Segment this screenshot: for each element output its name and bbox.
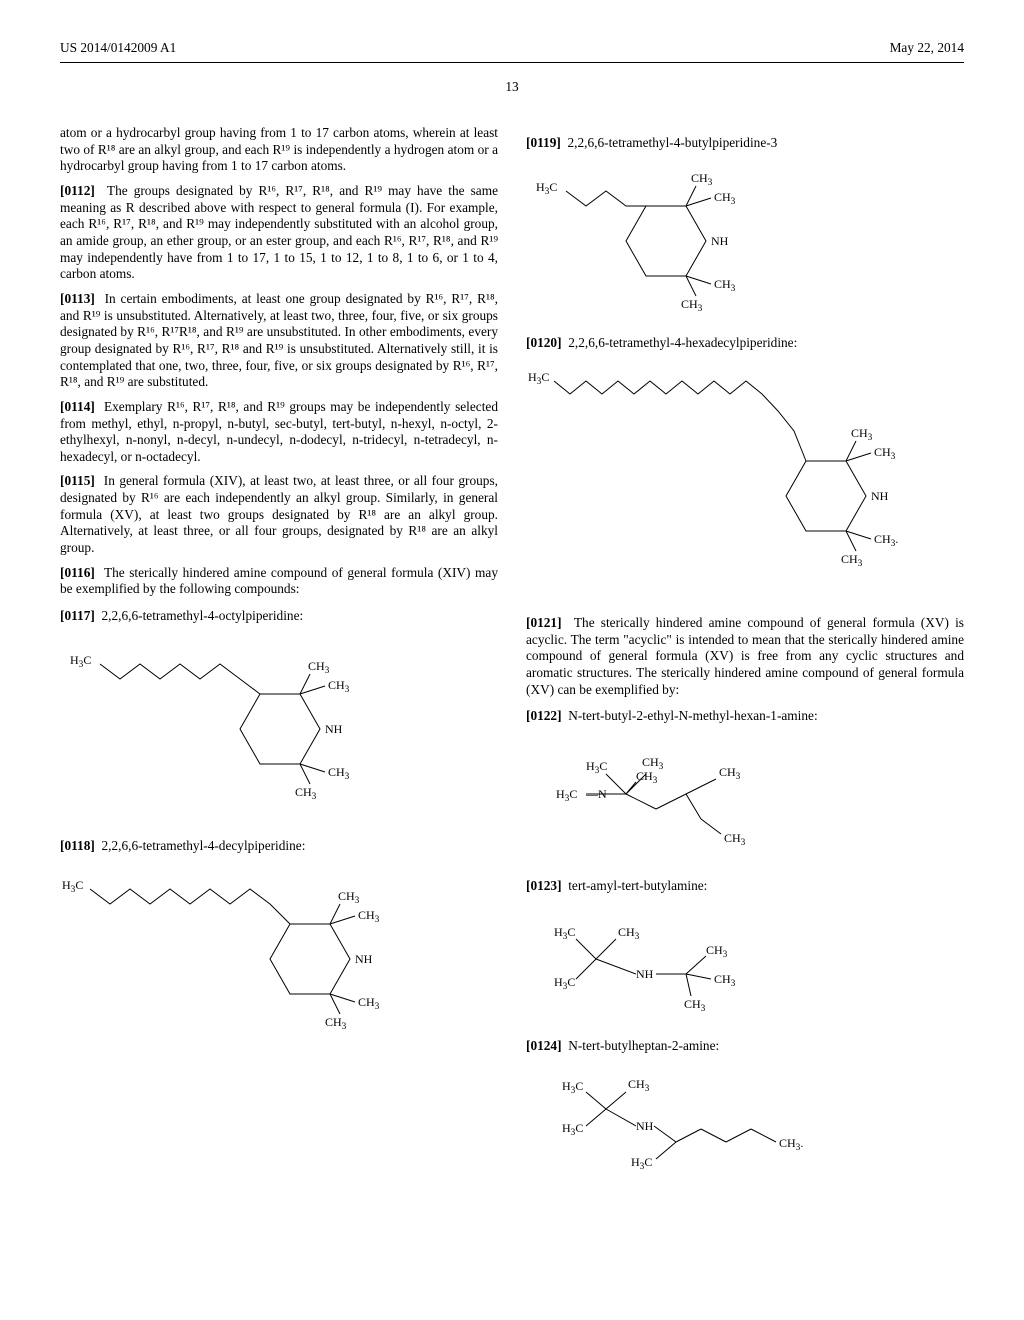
para-num: [0122]: [526, 708, 562, 723]
para-0119: [0119] 2,2,6,6-tetramethyl-4-butylpiperi…: [526, 135, 964, 151]
label-nh: NH: [636, 1119, 654, 1133]
label-ch3: CH3: [618, 925, 640, 942]
label-ch3: CH3: [338, 889, 360, 906]
label-h3c: H3C: [562, 1079, 583, 1096]
label-ch3: CH3: [358, 908, 380, 925]
label-ch3: CH3: [851, 426, 873, 443]
structure-tertbutylheptanamine: H3C CH3 H3C NH H3C CH3.: [526, 1064, 964, 1178]
label-h3c: H3C: [536, 180, 557, 197]
structure-octylpiperidine: H3C CH3 CH3 NH CH3 CH3: [60, 634, 498, 818]
para-text: The groups designated by R¹⁶, R¹⁷, R¹⁸, …: [60, 183, 498, 281]
para-0114: [0114] Exemplary R¹⁶, R¹⁷, R¹⁸, and R¹⁹ …: [60, 399, 498, 466]
pub-date: May 22, 2014: [890, 40, 964, 56]
para-text: In general formula (XIV), at least two, …: [60, 473, 498, 555]
label-ch3: CH3: [706, 943, 728, 960]
para-num: [0113]: [60, 291, 95, 306]
structure-decylpiperidine: H3C CH3 CH3 NH CH3 CH3: [60, 864, 498, 1058]
label-nh: NH: [711, 234, 729, 248]
para-num: [0118]: [60, 838, 95, 853]
para-text: In certain embodiments, at least one gro…: [60, 291, 498, 389]
para-num: [0116]: [60, 565, 95, 580]
para-0116: [0116] The sterically hindered amine com…: [60, 565, 498, 598]
label-ch3: CH3: [328, 678, 350, 695]
para-num: [0117]: [60, 608, 95, 623]
compound-name: N-tert-butylheptan-2-amine:: [568, 1038, 719, 1053]
left-column: atom or a hydrocarbyl group having from …: [60, 125, 498, 1198]
compound-name: 2,2,6,6-tetramethyl-4-butylpiperidine-3: [567, 135, 777, 150]
label-ch3: CH3: [714, 277, 736, 294]
label-ch3: CH3: [714, 972, 736, 989]
label-h3c: H3C: [62, 878, 83, 895]
label-h3c: H3C: [562, 1121, 583, 1138]
para-0122: [0122] N-tert-butyl-2-ethyl-N-methyl-hex…: [526, 708, 964, 724]
structure-tertbutyl-ethyl-methyl-hexanamine: H3C —N H3C CH3 CH3 CH3 CH3: [526, 734, 964, 858]
compound-name: 2,2,6,6-tetramethyl-4-octylpiperidine:: [101, 608, 303, 623]
para-0112: [0112] The groups designated by R¹⁶, R¹⁷…: [60, 183, 498, 283]
label-ch3: CH3: [295, 785, 317, 802]
para-text: The sterically hindered amine compound o…: [526, 615, 964, 697]
para-0113: [0113] In certain embodiments, at least …: [60, 291, 498, 391]
label-ch3: CH3: [719, 765, 741, 782]
pub-number: US 2014/0142009 A1: [60, 40, 176, 56]
label-ch3: CH3: [841, 552, 863, 569]
para-num: [0115]: [60, 473, 95, 488]
compound-name: 2,2,6,6-tetramethyl-4-hexadecylpiperidin…: [568, 335, 797, 350]
label-nh: NH: [355, 952, 373, 966]
label-nh: NH: [325, 722, 343, 736]
para-num: [0121]: [526, 615, 562, 630]
label-h3c: H3C: [528, 370, 549, 387]
para-0115: [0115] In general formula (XIV), at leas…: [60, 473, 498, 556]
label-ch3: CH3: [684, 997, 706, 1014]
two-column-layout: atom or a hydrocarbyl group having from …: [60, 125, 964, 1198]
header-rule: [60, 62, 964, 63]
para-0121: [0121] The sterically hindered amine com…: [526, 615, 964, 698]
label-ch3: CH3: [308, 659, 330, 676]
para-num: [0123]: [526, 878, 562, 893]
label-h3c: H3C: [631, 1155, 652, 1172]
structure-butylpiperidine: H3C CH3 CH3 NH CH3 CH3: [526, 161, 964, 315]
label-ch3: CH3: [714, 190, 736, 207]
para-num: [0119]: [526, 135, 561, 150]
label-ch3: CH3: [636, 769, 658, 786]
para-num: [0120]: [526, 335, 562, 350]
structure-hexadecylpiperidine: H3C CH3 CH3 NH CH3. CH3: [526, 361, 964, 595]
right-column: [0119] 2,2,6,6-tetramethyl-4-butylpiperi…: [526, 125, 964, 1198]
label-nh: NH: [871, 489, 889, 503]
label-h3c: H3C: [554, 925, 575, 942]
label-ch3: CH3: [874, 445, 896, 462]
label-ch3: CH3: [325, 1015, 347, 1032]
label-h3c: H3C: [70, 653, 91, 670]
label-n: —N: [585, 787, 607, 801]
label-ch3: CH3: [681, 297, 703, 311]
para-text: Exemplary R¹⁶, R¹⁷, R¹⁸, and R¹⁹ groups …: [60, 399, 498, 464]
para-num: [0112]: [60, 183, 95, 198]
para-0117: [0117] 2,2,6,6-tetramethyl-4-octylpiperi…: [60, 608, 498, 624]
label-ch3: CH3.: [779, 1136, 803, 1153]
label-h3c: H3C: [554, 975, 575, 992]
label-ch3: CH3: [724, 831, 746, 848]
para-text: The sterically hindered amine compound o…: [60, 565, 498, 597]
para-0111-tail: atom or a hydrocarbyl group having from …: [60, 125, 498, 175]
para-num: [0114]: [60, 399, 95, 414]
label-h3c: H3C: [556, 787, 577, 804]
compound-name: 2,2,6,6-tetramethyl-4-decylpiperidine:: [101, 838, 305, 853]
para-0123: [0123] tert-amyl-tert-butylamine:: [526, 878, 964, 894]
label-h3c: H3C: [586, 759, 607, 776]
compound-name: N-tert-butyl-2-ethyl-N-methyl-hexan-1-am…: [568, 708, 817, 723]
para-0118: [0118] 2,2,6,6-tetramethyl-4-decylpiperi…: [60, 838, 498, 854]
label-ch3: CH3.: [874, 532, 898, 549]
compound-name: tert-amyl-tert-butylamine:: [568, 878, 707, 893]
structure-tertamyl-tertbutylamine: H3C CH3 H3C NH CH3 CH3 CH3: [526, 904, 964, 1018]
para-0124: [0124] N-tert-butylheptan-2-amine:: [526, 1038, 964, 1054]
label-ch3: CH3: [691, 171, 713, 188]
label-ch3: CH3: [328, 765, 350, 782]
label-ch3: CH3: [358, 995, 380, 1012]
para-0120: [0120] 2,2,6,6-tetramethyl-4-hexadecylpi…: [526, 335, 964, 351]
para-num: [0124]: [526, 1038, 562, 1053]
page-number: 13: [60, 79, 964, 95]
label-nh: NH: [636, 967, 654, 981]
page-header: US 2014/0142009 A1 May 22, 2014: [60, 40, 964, 56]
label-ch3: CH3: [628, 1077, 650, 1094]
